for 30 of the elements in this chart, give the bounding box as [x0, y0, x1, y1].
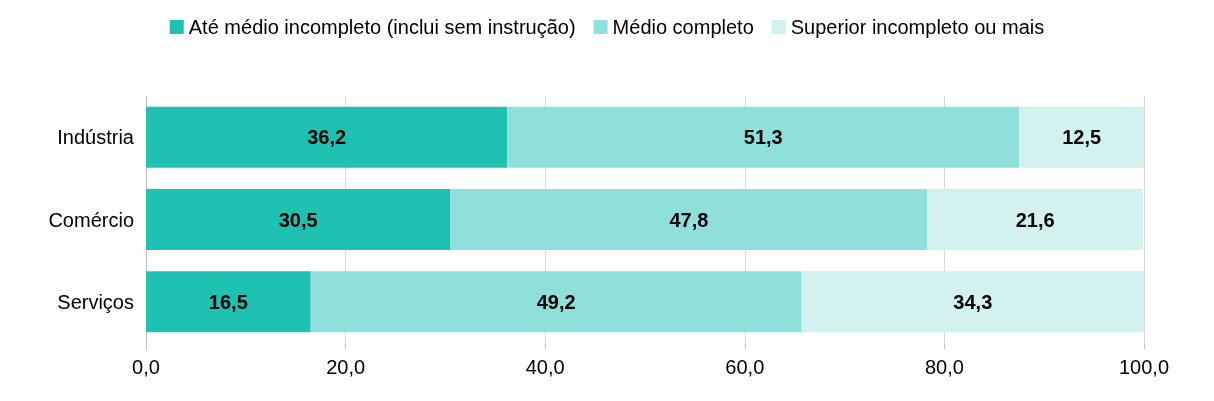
data-label: 12,5: [1062, 126, 1102, 149]
bar: [927, 189, 1143, 250]
x-tick-label: 80,0: [924, 356, 964, 378]
y-tick-label: Serviços: [57, 290, 134, 313]
bar: [146, 271, 311, 333]
bar: [310, 271, 802, 333]
data-label: 21,6: [1015, 208, 1055, 231]
bar: [801, 271, 1144, 333]
bar: [450, 189, 928, 250]
data-label: 34,3: [953, 290, 993, 313]
x-tick-label: 0,0: [132, 356, 160, 378]
x-tick-label: 100,0: [1118, 356, 1170, 378]
data-label: 49,2: [536, 290, 576, 313]
legend-label: Médio completo: [612, 16, 754, 38]
bar: [1019, 106, 1144, 168]
data-label: 30,5: [278, 208, 318, 231]
data-label: 51,3: [743, 126, 783, 149]
bar: [146, 189, 451, 250]
x-tick-label: 40,0: [525, 356, 565, 378]
legend-label: Até médio incompleto (inclui sem instrução): [188, 16, 576, 38]
y-tick-label: Indústria: [57, 126, 135, 149]
legend-label: Superior incompleto ou mais: [790, 16, 1045, 38]
data-label: 16,5: [208, 290, 248, 313]
bar: [146, 106, 508, 168]
x-tick-label: 20,0: [326, 356, 366, 378]
x-tick-label: 60,0: [725, 356, 765, 378]
bar: [507, 106, 1020, 168]
y-tick-label: Comércio: [48, 208, 134, 231]
data-label: 47,8: [669, 208, 709, 231]
data-label: 36,2: [307, 126, 347, 149]
